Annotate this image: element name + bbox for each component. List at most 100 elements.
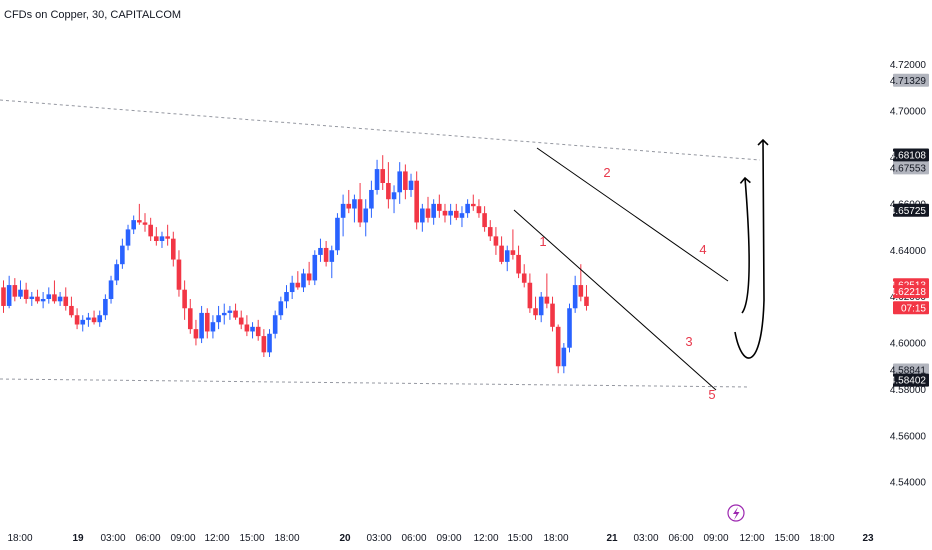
price-tag-text: 07:15	[901, 303, 926, 314]
candle-body	[216, 315, 221, 323]
price-tag-text: 4.62218	[890, 287, 927, 298]
x-tick-label: 03:00	[100, 533, 125, 544]
candle-body	[374, 169, 380, 190]
candle-body	[12, 285, 18, 297]
candle-body	[125, 229, 131, 246]
small-up-arrow	[739, 176, 751, 314]
candle-body	[255, 326, 261, 337]
price-tag-bg	[893, 285, 929, 299]
candle-body	[572, 285, 578, 309]
wave-label-5: 5	[708, 387, 715, 402]
x-tick-label: 18:00	[809, 533, 834, 544]
candle-body	[340, 203, 346, 218]
candle-body	[408, 180, 414, 190]
candles-group	[1, 155, 589, 374]
price-tag: 4.67553	[890, 161, 929, 175]
candle-body	[63, 296, 69, 306]
candle-body	[57, 296, 63, 302]
y-tick-label: 4.70000	[890, 107, 927, 118]
x-tick-label: 03:00	[633, 533, 658, 544]
candle-body	[6, 285, 12, 306]
candle-body	[97, 315, 103, 323]
candle-body	[567, 308, 572, 348]
price-tag-text: 4.58841	[890, 365, 927, 376]
price-tag-text: 4.65725	[890, 206, 927, 217]
x-tick-label: 06:00	[135, 533, 160, 544]
y-tick-label: 4.64000	[890, 246, 927, 257]
candle-body	[538, 296, 544, 316]
candle-body	[261, 336, 267, 353]
candle-body	[193, 329, 199, 339]
candle-body	[487, 227, 493, 237]
candle-body	[420, 208, 425, 223]
candle-body	[550, 303, 555, 327]
candle-body	[142, 222, 148, 225]
x-tick-label: 18:00	[7, 533, 32, 544]
candle-body	[35, 296, 40, 302]
x-day-label: 21	[606, 533, 618, 544]
candle-body	[476, 206, 482, 214]
price-tag-text: 4.68108	[890, 150, 927, 161]
x-tick-label: 15:00	[507, 533, 532, 544]
candle-body	[176, 259, 182, 290]
candle-body	[295, 282, 301, 288]
x-day-label: 20	[339, 533, 351, 544]
candle-body	[346, 203, 352, 209]
candle-body	[352, 199, 357, 209]
channel-upper-line	[536, 147, 729, 282]
candle-body	[448, 210, 453, 216]
candle-body	[499, 245, 504, 262]
candle-body	[187, 308, 193, 330]
candle-body	[148, 224, 153, 237]
candle-body	[584, 296, 589, 306]
candle-body	[210, 322, 216, 332]
x-tick-label: 18:00	[274, 533, 299, 544]
y-tick-label: 4.58000	[890, 385, 927, 396]
x-tick-label: 15:00	[239, 533, 264, 544]
candle-body	[204, 312, 210, 332]
candle-body	[171, 238, 176, 260]
price-labels: 4.713294.681084.675534.657254.625134.622…	[890, 73, 929, 387]
price-tag-bg	[893, 301, 929, 315]
candle-body	[425, 208, 431, 218]
candle-body	[544, 296, 550, 304]
candle-body	[454, 210, 459, 218]
candle-body	[46, 294, 52, 299]
y-tick-label: 4.60000	[890, 339, 927, 350]
candle-body	[459, 213, 465, 218]
candle-body	[267, 333, 272, 353]
candle-body	[555, 326, 561, 367]
price-tag-bg	[893, 373, 929, 387]
upper-dotted-trendline	[0, 99, 761, 161]
candle-body	[504, 250, 510, 262]
candle-body	[442, 210, 448, 216]
candle-body	[470, 203, 476, 207]
channel-lower-line	[513, 209, 717, 391]
price-tag-text: 4.58402	[890, 376, 927, 387]
time-axis[interactable]: 18:00 19 03:00 06:00 09:00 12:00 15:00 18:00 20 0…	[7, 533, 874, 544]
candle-body	[431, 203, 436, 218]
candle-body	[227, 310, 233, 313]
candle-body	[74, 315, 80, 325]
candle-body	[159, 236, 165, 241]
candle-body	[578, 285, 584, 297]
candle-body	[272, 315, 278, 334]
lightning-icon[interactable]	[727, 504, 745, 522]
candle-body	[284, 292, 289, 302]
wave-label-3: 3	[685, 334, 692, 349]
candle-body	[137, 220, 142, 223]
candle-body	[103, 298, 108, 316]
price-axis[interactable]: 4.720004.700004.680004.660004.640004.620…	[890, 60, 927, 489]
x-tick-label: 12:00	[473, 533, 498, 544]
wave-label-4: 4	[699, 242, 706, 257]
candle-body	[391, 192, 397, 200]
x-tick-label: 18:00	[543, 533, 568, 544]
wave-label-2: 2	[603, 165, 610, 180]
candle-body	[120, 245, 125, 265]
price-tag-bg	[893, 73, 929, 87]
x-day-label: 23	[862, 533, 874, 544]
x-tick-label: 12:00	[739, 533, 764, 544]
flash-icon-bolt	[733, 507, 740, 520]
candle-body	[301, 273, 306, 288]
